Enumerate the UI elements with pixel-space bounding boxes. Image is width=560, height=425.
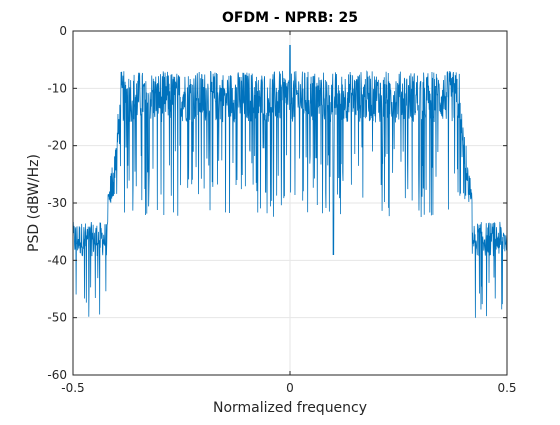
ticks: -0.5 0 0.5 0 -10 -20 -30 -40 -50 -60 [47, 24, 516, 395]
y-tick-label: -40 [47, 253, 67, 267]
y-tick-label: 0 [59, 24, 67, 38]
x-tick-label: -0.5 [61, 381, 84, 395]
x-tick-label: 0 [286, 381, 294, 395]
x-axis-label: Normalized frequency [213, 400, 367, 416]
chart-title: OFDM - NPRB: 25 [222, 10, 358, 26]
y-tick-label: -50 [47, 311, 67, 325]
x-tick-label: 0.5 [497, 381, 516, 395]
series-group [73, 45, 507, 318]
y-tick-label: -30 [47, 196, 67, 210]
y-tick-label: -60 [47, 368, 67, 382]
y-axis-label: PSD (dBW/Hz) [26, 154, 42, 252]
y-tick-label: -20 [47, 139, 67, 153]
y-tick-label: -10 [47, 81, 67, 95]
series-line [73, 45, 507, 318]
